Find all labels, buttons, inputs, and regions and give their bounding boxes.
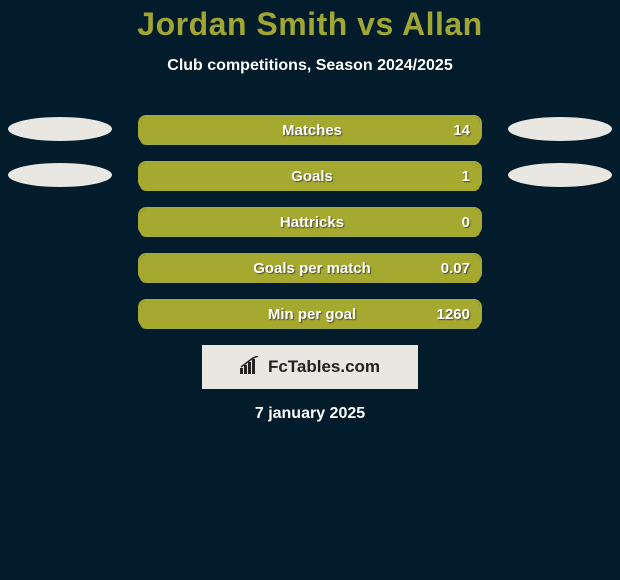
stats-area: Matches14 Goals1 Hattricks0 Goals per match… xyxy=(0,115,620,327)
stat-row: Min per goal1260 xyxy=(0,299,620,327)
stat-bar-fill xyxy=(140,117,480,145)
stat-bar: Hattricks0 xyxy=(138,207,482,235)
stat-bar-fill xyxy=(140,255,480,283)
player-left-ellipse xyxy=(8,163,112,187)
stat-bar: Goals1 xyxy=(138,161,482,189)
stat-bar: Goals per match0.07 xyxy=(138,253,482,281)
stat-bar: Matches14 xyxy=(138,115,482,143)
stat-row: Goals1 xyxy=(0,161,620,189)
stat-row: Goals per match0.07 xyxy=(0,253,620,281)
player-right-ellipse xyxy=(508,117,612,141)
brand-text: FcTables.com xyxy=(268,357,380,377)
stat-bar-fill xyxy=(140,163,480,191)
brand-inner: FcTables.com xyxy=(240,356,380,379)
date-line: 7 january 2025 xyxy=(0,405,620,423)
stat-bar: Min per goal1260 xyxy=(138,299,482,327)
player-right-ellipse xyxy=(508,163,612,187)
chart-icon xyxy=(240,356,262,379)
season-subtitle: Club competitions, Season 2024/2025 xyxy=(0,57,620,75)
stat-bar-fill xyxy=(140,301,480,329)
stat-bar-fill xyxy=(140,209,480,237)
page-title: Jordan Smith vs Allan xyxy=(0,0,620,43)
brand-box[interactable]: FcTables.com xyxy=(202,345,418,389)
player-left-ellipse xyxy=(8,117,112,141)
stat-row: Hattricks0 xyxy=(0,207,620,235)
stat-row: Matches14 xyxy=(0,115,620,143)
comparison-card: Jordan Smith vs Allan Club competitions,… xyxy=(0,0,620,580)
